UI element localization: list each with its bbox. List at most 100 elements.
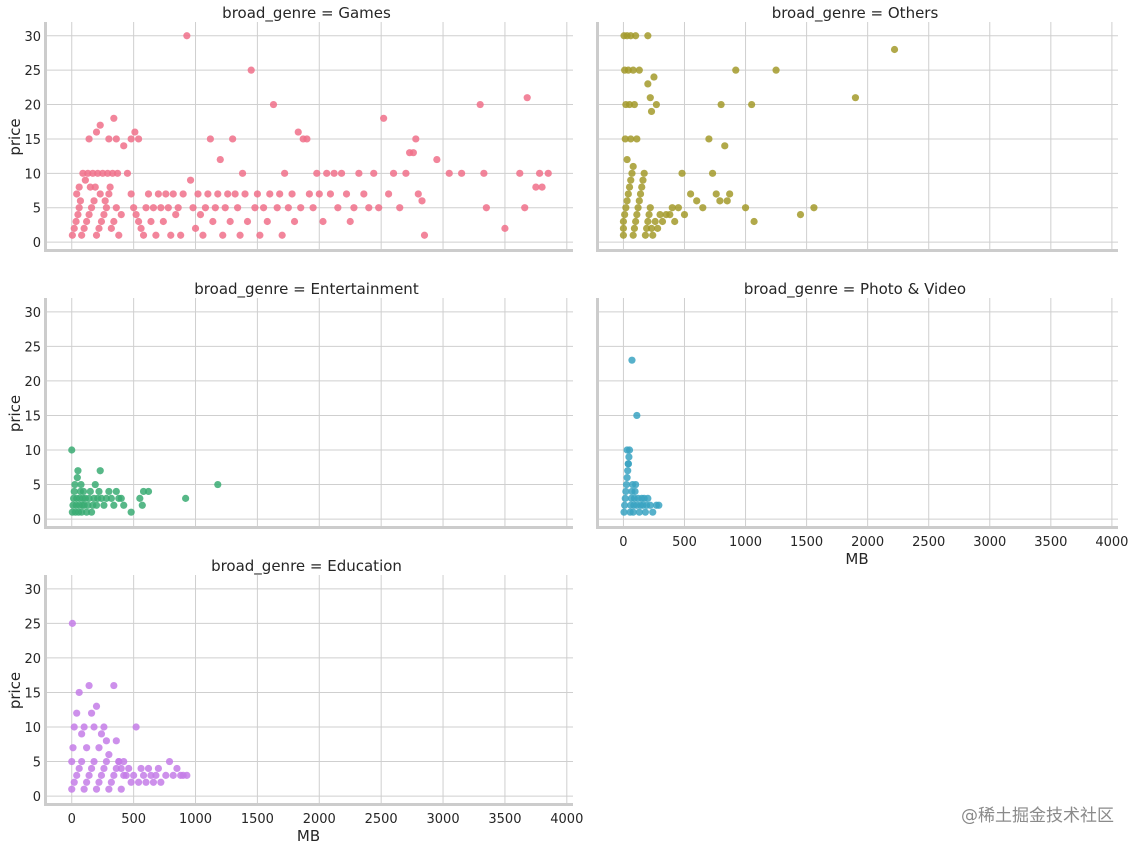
- data-point: [102, 494, 111, 502]
- data-point: [266, 190, 274, 198]
- data-point: [810, 204, 818, 212]
- data-point: [309, 204, 317, 212]
- data-point: [84, 501, 92, 509]
- data-point: [106, 183, 114, 191]
- data-point: [101, 197, 109, 205]
- data-point: [627, 135, 635, 143]
- data-point: [625, 183, 634, 191]
- data-point: [85, 494, 93, 502]
- data-point: [224, 190, 232, 198]
- data-point: [726, 190, 734, 198]
- data-point: [120, 757, 128, 766]
- data-point: [253, 190, 261, 198]
- x-tick-label: 2000: [303, 812, 336, 827]
- data-point: [78, 508, 86, 516]
- data-point: [206, 135, 214, 143]
- data-point: [259, 204, 268, 212]
- data-point: [186, 176, 195, 184]
- panel-title: broad_genre = Education: [211, 557, 402, 576]
- data-point: [256, 231, 264, 239]
- data-point: [750, 217, 758, 226]
- data-point: [167, 231, 175, 239]
- data-point: [127, 190, 135, 198]
- x-tick-label: 1500: [790, 535, 823, 550]
- data-point: [621, 135, 629, 143]
- data-point: [134, 217, 143, 226]
- data-point: [89, 169, 97, 177]
- data-point: [629, 231, 637, 239]
- data-point: [330, 169, 338, 177]
- data-point: [628, 356, 636, 364]
- data-point: [173, 764, 181, 773]
- data-point: [142, 204, 150, 212]
- data-point: [238, 169, 247, 177]
- data-point: [102, 204, 111, 212]
- data-point: [649, 508, 657, 516]
- data-point: [409, 149, 417, 157]
- data-point: [199, 231, 207, 239]
- data-point: [102, 757, 111, 766]
- data-point: [79, 487, 88, 496]
- data-point: [95, 778, 103, 786]
- data-point: [74, 211, 82, 219]
- data-point: [162, 771, 170, 779]
- data-point: [83, 217, 91, 226]
- data-point: [350, 204, 358, 212]
- data-point: [418, 197, 426, 205]
- data-point: [273, 204, 281, 212]
- data-point: [288, 190, 296, 198]
- data-point: [165, 757, 174, 766]
- data-point: [78, 730, 86, 738]
- data-point: [107, 224, 115, 232]
- data-point: [73, 474, 81, 482]
- data-point: [708, 169, 717, 177]
- y-tick-label: 15: [24, 409, 41, 424]
- y-tick-label: 25: [24, 340, 41, 355]
- data-point: [748, 100, 756, 109]
- data-point: [233, 204, 242, 212]
- data-point: [194, 190, 202, 198]
- data-point: [169, 190, 177, 198]
- panel-title: broad_genre = Games: [222, 4, 391, 23]
- data-point: [655, 501, 663, 509]
- data-point: [85, 771, 93, 779]
- data-point: [638, 183, 646, 191]
- data-point: [191, 224, 200, 232]
- data-point: [629, 66, 637, 74]
- data-point: [634, 204, 642, 212]
- y-axis-label: price: [6, 672, 24, 709]
- data-point: [105, 785, 113, 793]
- data-point: [649, 231, 657, 239]
- data-point: [97, 730, 106, 738]
- data-point: [216, 155, 224, 164]
- data-point: [117, 785, 125, 793]
- data-point: [100, 764, 108, 773]
- data-point: [396, 204, 404, 212]
- data-point: [635, 197, 643, 205]
- data-point: [120, 771, 128, 779]
- data-point: [92, 501, 101, 509]
- data-point: [149, 778, 158, 786]
- data-point: [157, 204, 165, 212]
- y-tick-label: 0: [33, 513, 41, 528]
- data-point: [174, 204, 182, 212]
- data-point: [149, 204, 158, 212]
- x-tick-label: 500: [121, 812, 146, 827]
- data-point: [137, 764, 145, 773]
- data-point: [92, 785, 101, 793]
- data-point: [131, 128, 139, 136]
- data-point: [68, 785, 76, 793]
- data-point: [445, 169, 453, 177]
- data-point: [164, 204, 172, 212]
- x-tick-label: 2500: [365, 812, 398, 827]
- data-point: [154, 190, 162, 198]
- y-tick-label: 0: [33, 236, 41, 251]
- data-point: [83, 744, 91, 752]
- data-point: [73, 771, 81, 779]
- data-point: [226, 217, 234, 226]
- data-point: [772, 66, 780, 74]
- x-tick-label: 3000: [973, 535, 1006, 550]
- data-point: [686, 190, 695, 198]
- data-point: [624, 467, 632, 475]
- data-point: [75, 688, 83, 697]
